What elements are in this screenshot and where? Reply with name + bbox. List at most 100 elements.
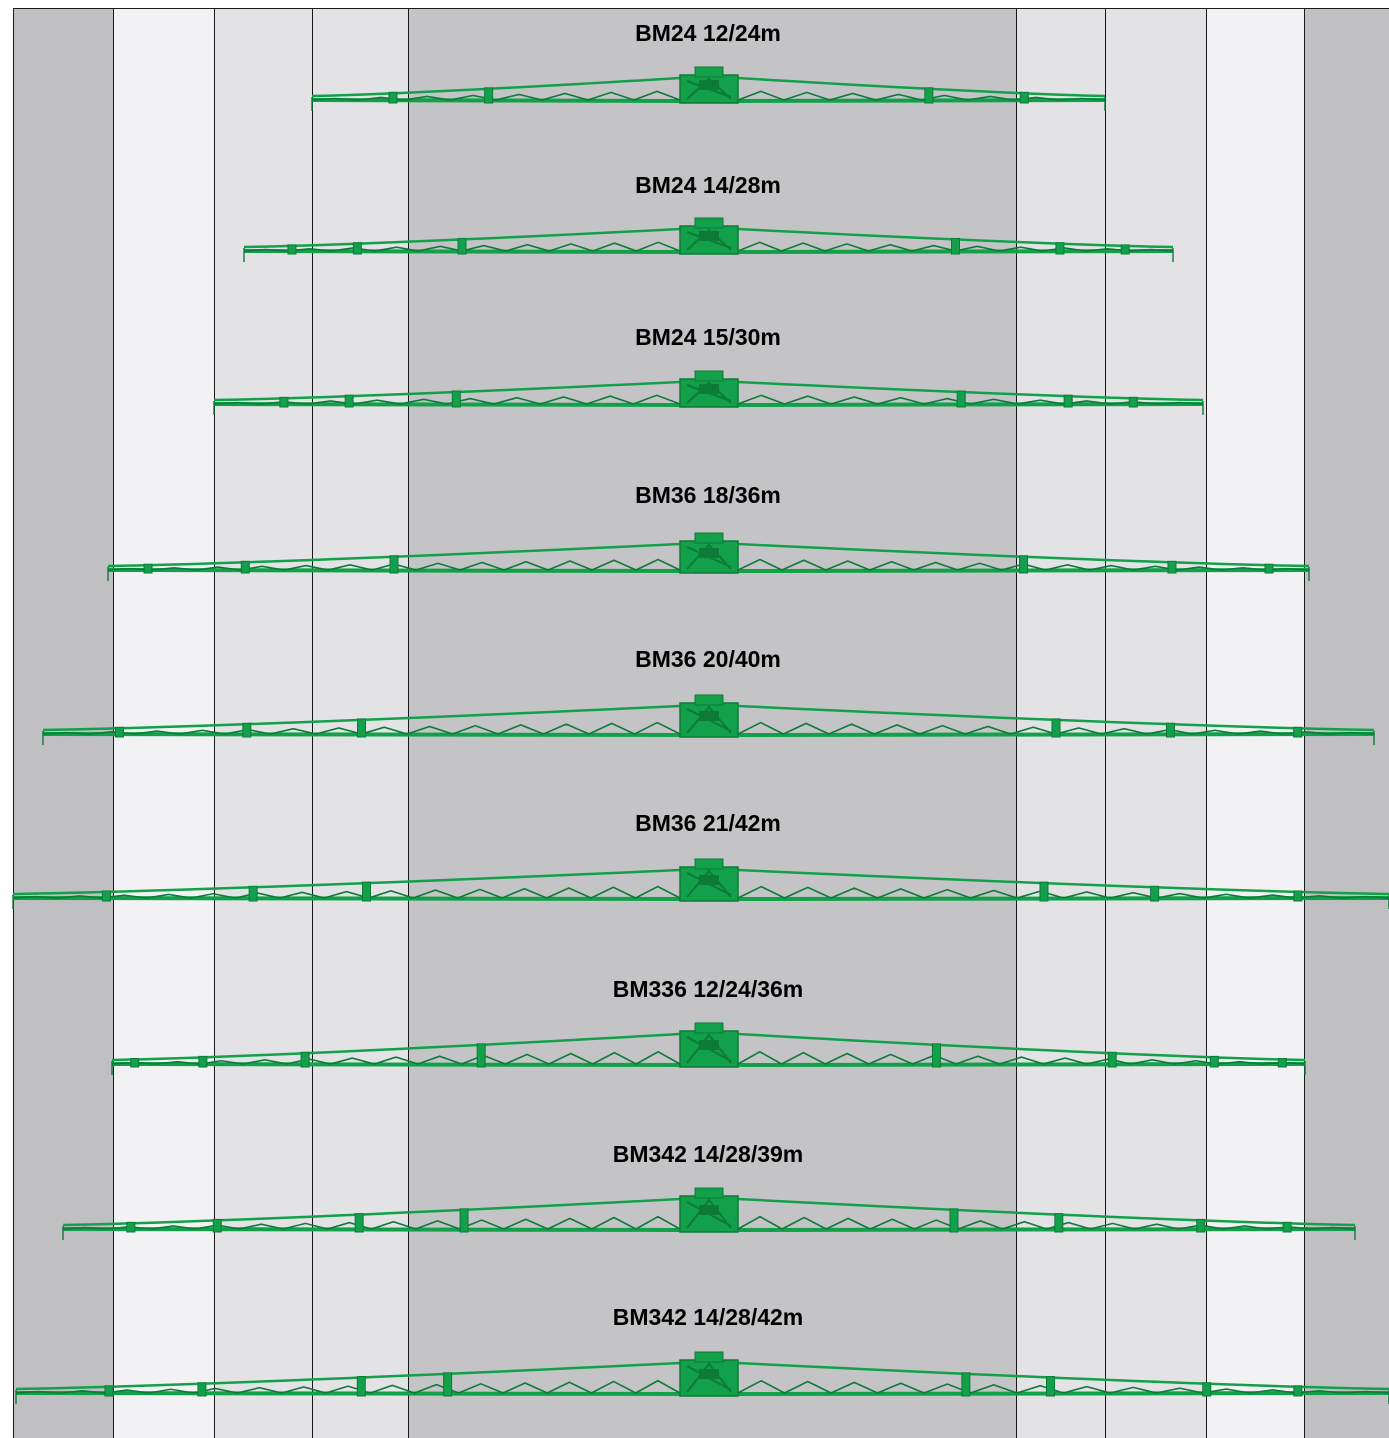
boom-lattice — [15, 1379, 681, 1394]
zone-divider-line — [1206, 8, 1207, 1438]
boom-top-chord — [737, 76, 1106, 98]
boom-bottom-chord — [15, 1391, 681, 1396]
boom-fold-joint — [451, 390, 461, 408]
boom-fold-joint — [951, 237, 960, 255]
boom-fold-joint — [1277, 1058, 1287, 1068]
boom-fold-joint — [357, 718, 366, 738]
boom-fold-joint — [1209, 1055, 1219, 1068]
boom-lattice — [737, 558, 1310, 571]
boom-fold-joint — [101, 890, 111, 902]
boom-bottom-chord — [737, 98, 1106, 103]
width-zone-band — [1206, 8, 1304, 1438]
boom-fold-joint — [356, 1376, 366, 1397]
boom-fold-joint — [240, 560, 250, 574]
boom-fold-joint — [114, 726, 124, 738]
boom-top-chord — [111, 1032, 681, 1062]
boom-fold-joint — [354, 1213, 364, 1233]
boom-fold-joint — [476, 1043, 486, 1068]
boom-fold-joint — [1045, 1376, 1055, 1397]
boom-fold-joint — [1293, 890, 1303, 902]
boom-fold-joint — [352, 242, 362, 255]
boom-bottom-chord — [737, 402, 1204, 407]
boom-fold-joint — [104, 1385, 114, 1397]
boom-center-hub — [699, 875, 719, 885]
boom-center-hub — [699, 1369, 719, 1379]
boom-fold-joint — [1293, 1385, 1303, 1397]
boom-fold-joint — [1107, 1051, 1117, 1068]
boom-bottom-chord — [737, 1227, 1356, 1232]
boom-fold-joint — [1051, 718, 1061, 738]
boom-top-chord — [62, 1197, 681, 1227]
boom-fold-joint — [143, 563, 153, 574]
boom-center-top — [694, 858, 724, 870]
boom-drawing — [111, 1022, 1306, 1075]
boom-label-bm36-20-40: BM36 20/40m — [635, 646, 781, 672]
boom-drawing — [42, 694, 1375, 745]
boom-fold-joint — [212, 1218, 222, 1233]
boom-center-hub — [699, 711, 719, 721]
boom-lattice — [311, 90, 681, 101]
boom-lattice — [107, 558, 681, 571]
boom-top-chord — [213, 380, 681, 402]
boom-label-bm342-14-28-39: BM342 14/28/39m — [612, 1141, 804, 1167]
boom-fold-joint — [1293, 726, 1303, 738]
boom-fold-joint — [1196, 1218, 1206, 1233]
boom-fold-joint — [248, 885, 258, 902]
boom-fold-joint — [1063, 394, 1073, 408]
boom-fold-joint — [388, 91, 398, 104]
boom-drawing — [213, 370, 1204, 415]
boom-fold-joint — [287, 244, 297, 255]
boom-drawing — [107, 532, 1310, 581]
boom-fold-joint — [130, 1058, 140, 1068]
boom-center-hub — [699, 80, 719, 90]
boom-center-top — [694, 1022, 724, 1034]
boom-center-top — [694, 217, 724, 229]
boom-fold-joint — [279, 396, 289, 408]
width-zone-band — [113, 8, 214, 1438]
boom-label-bm342-14-28-42: BM342 14/28/42m — [612, 1304, 804, 1330]
boom-fold-joint — [344, 394, 354, 408]
boom-label-bm336-12-24-36: BM336 12/24/36m — [612, 976, 804, 1002]
boom-fold-joint — [459, 1208, 469, 1233]
boom-drawing — [62, 1187, 1356, 1240]
boom-center-top — [694, 1187, 724, 1199]
boom-center-hub — [699, 384, 719, 394]
boom-bottom-chord — [737, 1391, 1389, 1396]
boom-fold-joint — [1128, 396, 1138, 408]
zone-divider-line — [1304, 8, 1305, 1438]
boom-fold-joint — [1054, 1213, 1064, 1233]
boom-drawing — [15, 1351, 1389, 1404]
boom-bottom-chord — [62, 1227, 681, 1232]
boom-fold-joint — [1055, 242, 1065, 255]
boom-fold-joint — [931, 1043, 941, 1068]
boom-top-chord — [311, 76, 681, 98]
zone-divider-line — [214, 8, 215, 1438]
zone-divider-line — [1016, 8, 1017, 1438]
boom-top-chord — [737, 1361, 1389, 1391]
boom-center-hub — [699, 1040, 719, 1050]
boom-fold-joint — [389, 555, 399, 574]
boom-fold-joint — [1202, 1382, 1212, 1397]
boom-drawing — [12, 858, 1389, 909]
boom-top-chord — [737, 1032, 1306, 1062]
boom-fold-joint — [457, 237, 467, 255]
boom-center-top — [694, 66, 724, 78]
boom-fold-joint — [949, 1208, 959, 1233]
boom-lattice — [737, 90, 1106, 101]
boom-center-top — [694, 1351, 724, 1363]
boom-fold-joint — [126, 1221, 136, 1233]
boom-fold-joint — [1167, 560, 1177, 574]
boom-bottom-chord — [213, 402, 681, 407]
width-zone-band — [1304, 8, 1389, 1438]
boom-fold-joint — [484, 87, 494, 104]
boom-label-bm24-14-28: BM24 14/28m — [635, 172, 781, 198]
boom-top-chord — [15, 1361, 681, 1391]
frame-border — [13, 8, 1389, 1438]
boom-center-hub — [699, 231, 719, 241]
boom-fold-joint — [1120, 244, 1130, 255]
zone-divider-line — [113, 8, 114, 1438]
boom-fold-joint — [443, 1372, 453, 1397]
boom-fold-joint — [1165, 722, 1175, 738]
boom-fold-joint — [198, 1055, 208, 1068]
